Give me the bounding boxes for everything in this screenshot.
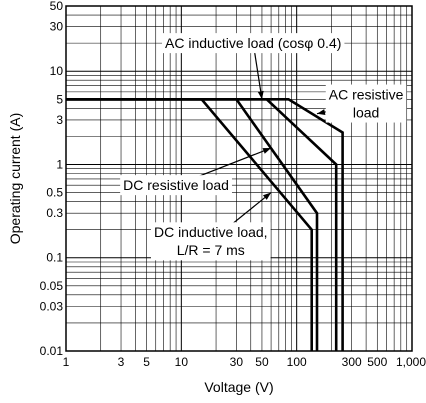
y-tick-label: 5 (56, 92, 63, 106)
x-tick-label: 10 (175, 355, 189, 369)
annotation-background (120, 175, 232, 196)
x-tick-label: 30 (230, 355, 244, 369)
x-tick-label: 1 (63, 355, 70, 369)
series-lines (66, 98, 344, 351)
y-tick-label: 50 (50, 0, 64, 13)
y-tick-label: 0.1 (46, 251, 63, 265)
x-tick-label: 50 (255, 355, 269, 369)
y-tick-label: 0.03 (40, 299, 64, 313)
annotations: AC inductive load (cosφ 0.4) AC resistive… (120, 33, 407, 261)
y-tick-label: 0.05 (40, 279, 64, 293)
annotation: AC inductive load (cosφ 0.4) (162, 33, 345, 100)
y-tick-label: 0.5 (46, 186, 63, 200)
x-tick-label: 500 (367, 355, 387, 369)
y-tick-label: 1 (56, 157, 63, 171)
y-axis-label: Operating current (A) (7, 113, 23, 245)
annotation-background (325, 84, 407, 123)
x-tick-label: 1,000 (396, 355, 426, 369)
annotation-arrowhead (262, 192, 272, 200)
x-tick-label: 100 (287, 355, 307, 369)
annotation-text: AC inductive load (cosφ 0.4) (165, 35, 341, 51)
x-tick-label: 3 (118, 355, 125, 369)
annotation-text: DC inductive load, (154, 224, 268, 240)
x-tick-label: 5 (143, 355, 150, 369)
series-line (66, 98, 314, 351)
annotation: DC inductive load, L/R = 7 ms (150, 192, 272, 261)
plot-frame (65, 5, 413, 352)
annotation-background (162, 33, 345, 54)
y-tick-label: 3 (56, 113, 63, 127)
annotation-text: AC resistive (329, 86, 404, 102)
annotation-arrowhead (257, 90, 264, 100)
annotation-text: L/R = 7 ms (177, 242, 245, 258)
annotation: DC resistive load (120, 147, 272, 196)
x-tick-label: 300 (342, 355, 362, 369)
tick-labels: 1 3 5 10 30 50 100 300 500 1,000 0.01 0.03 0.05 0.1 0.… (40, 0, 426, 369)
annotation-text: load (353, 104, 379, 120)
annotation-arrowhead (262, 148, 272, 154)
grid (66, 5, 412, 351)
annotation-text: DC resistive load (123, 177, 229, 193)
annotation: AC resistive load (316, 84, 407, 123)
x-axis-label: Voltage (V) (204, 379, 273, 395)
y-tick-label: 10 (50, 64, 64, 78)
annotation-arrowhead (316, 109, 326, 116)
annotation-background (150, 222, 271, 261)
y-tick-label: 0.01 (40, 344, 64, 358)
y-tick-label: 30 (50, 20, 64, 34)
y-tick-label: 0.3 (46, 206, 63, 220)
